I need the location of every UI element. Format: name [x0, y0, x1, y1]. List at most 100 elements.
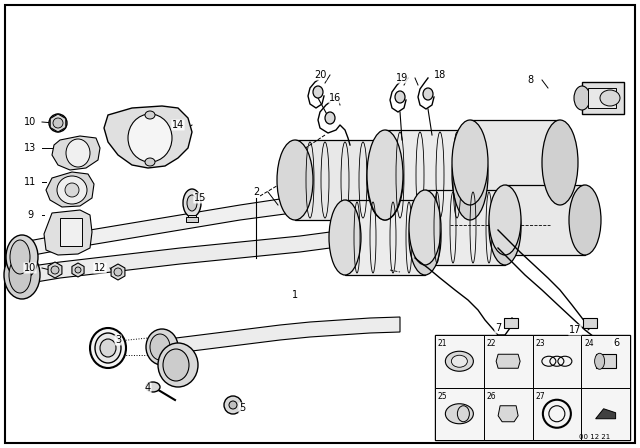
Ellipse shape [95, 333, 121, 363]
Ellipse shape [367, 140, 403, 220]
Bar [581, 388, 630, 440]
Text: 14: 14 [172, 120, 184, 130]
Ellipse shape [75, 267, 81, 273]
Text: 17: 17 [569, 325, 581, 335]
Ellipse shape [145, 158, 155, 166]
Ellipse shape [57, 176, 87, 204]
Ellipse shape [489, 190, 521, 265]
Ellipse shape [9, 257, 31, 293]
Text: 2: 2 [253, 187, 259, 197]
Text: 12: 12 [94, 263, 106, 273]
Polygon shape [50, 114, 66, 132]
Bar [188, 215, 196, 219]
Text: 4: 4 [145, 383, 151, 393]
Ellipse shape [489, 185, 521, 255]
Polygon shape [160, 317, 400, 355]
Ellipse shape [100, 339, 116, 357]
Bar [435, 335, 484, 388]
Ellipse shape [451, 355, 467, 367]
Ellipse shape [150, 334, 170, 360]
Text: 7: 7 [495, 323, 501, 333]
Bar [435, 388, 484, 440]
Polygon shape [18, 224, 430, 285]
Ellipse shape [53, 118, 63, 128]
Ellipse shape [158, 343, 198, 387]
Bar [504, 318, 518, 328]
Text: 8: 8 [527, 75, 533, 85]
Ellipse shape [325, 112, 335, 124]
Ellipse shape [146, 329, 178, 365]
Text: 19: 19 [396, 73, 408, 83]
Polygon shape [104, 106, 192, 168]
Ellipse shape [183, 189, 201, 217]
Ellipse shape [329, 200, 361, 275]
Bar [470, 120, 560, 205]
Bar [532, 388, 581, 440]
Polygon shape [111, 264, 125, 280]
Text: 26: 26 [487, 392, 497, 401]
Ellipse shape [90, 328, 126, 368]
Text: 13: 13 [24, 143, 36, 153]
Polygon shape [46, 172, 94, 207]
Text: 21: 21 [438, 339, 447, 348]
Text: 24: 24 [584, 339, 594, 348]
Text: 27: 27 [536, 392, 545, 401]
Bar [582, 82, 624, 114]
Ellipse shape [445, 404, 474, 424]
Ellipse shape [66, 139, 90, 167]
Text: 11: 11 [24, 177, 36, 187]
Ellipse shape [569, 185, 601, 255]
Ellipse shape [114, 268, 122, 276]
Bar [385, 130, 470, 220]
Ellipse shape [445, 351, 474, 371]
Polygon shape [44, 210, 92, 255]
Text: 5: 5 [239, 403, 245, 413]
Text: 20: 20 [314, 70, 326, 80]
Ellipse shape [423, 88, 433, 100]
Ellipse shape [6, 235, 38, 279]
Bar [425, 190, 505, 265]
Ellipse shape [49, 114, 67, 132]
Text: 3: 3 [115, 335, 121, 345]
Text: 6: 6 [613, 338, 619, 348]
Ellipse shape [277, 140, 313, 220]
Ellipse shape [595, 353, 605, 369]
Text: 10: 10 [24, 117, 36, 127]
Bar [295, 140, 385, 220]
Ellipse shape [409, 190, 441, 265]
Text: 10: 10 [24, 263, 36, 273]
Ellipse shape [229, 401, 237, 409]
Text: 9: 9 [27, 210, 33, 220]
Ellipse shape [187, 195, 197, 211]
Ellipse shape [452, 130, 488, 220]
Polygon shape [72, 263, 84, 277]
Ellipse shape [542, 120, 578, 205]
Bar [345, 200, 425, 275]
Ellipse shape [146, 382, 160, 392]
Bar [435, 335, 630, 440]
Bar [596, 354, 616, 368]
Text: 16: 16 [329, 93, 341, 103]
Ellipse shape [452, 120, 488, 205]
Ellipse shape [600, 90, 620, 106]
Ellipse shape [367, 130, 403, 220]
Text: 15: 15 [194, 193, 206, 203]
Bar [484, 388, 532, 440]
Polygon shape [340, 138, 510, 170]
Ellipse shape [145, 111, 155, 119]
Ellipse shape [409, 200, 441, 275]
Ellipse shape [313, 86, 323, 98]
Ellipse shape [10, 240, 30, 274]
Ellipse shape [224, 396, 242, 414]
Ellipse shape [163, 349, 189, 381]
Bar [583, 318, 597, 328]
Bar [484, 335, 532, 388]
Text: 23: 23 [536, 339, 545, 348]
Polygon shape [498, 406, 518, 422]
Bar [532, 335, 581, 388]
Polygon shape [496, 354, 520, 368]
Ellipse shape [128, 114, 172, 162]
Ellipse shape [395, 91, 405, 103]
Text: 22: 22 [487, 339, 496, 348]
Polygon shape [52, 136, 100, 170]
